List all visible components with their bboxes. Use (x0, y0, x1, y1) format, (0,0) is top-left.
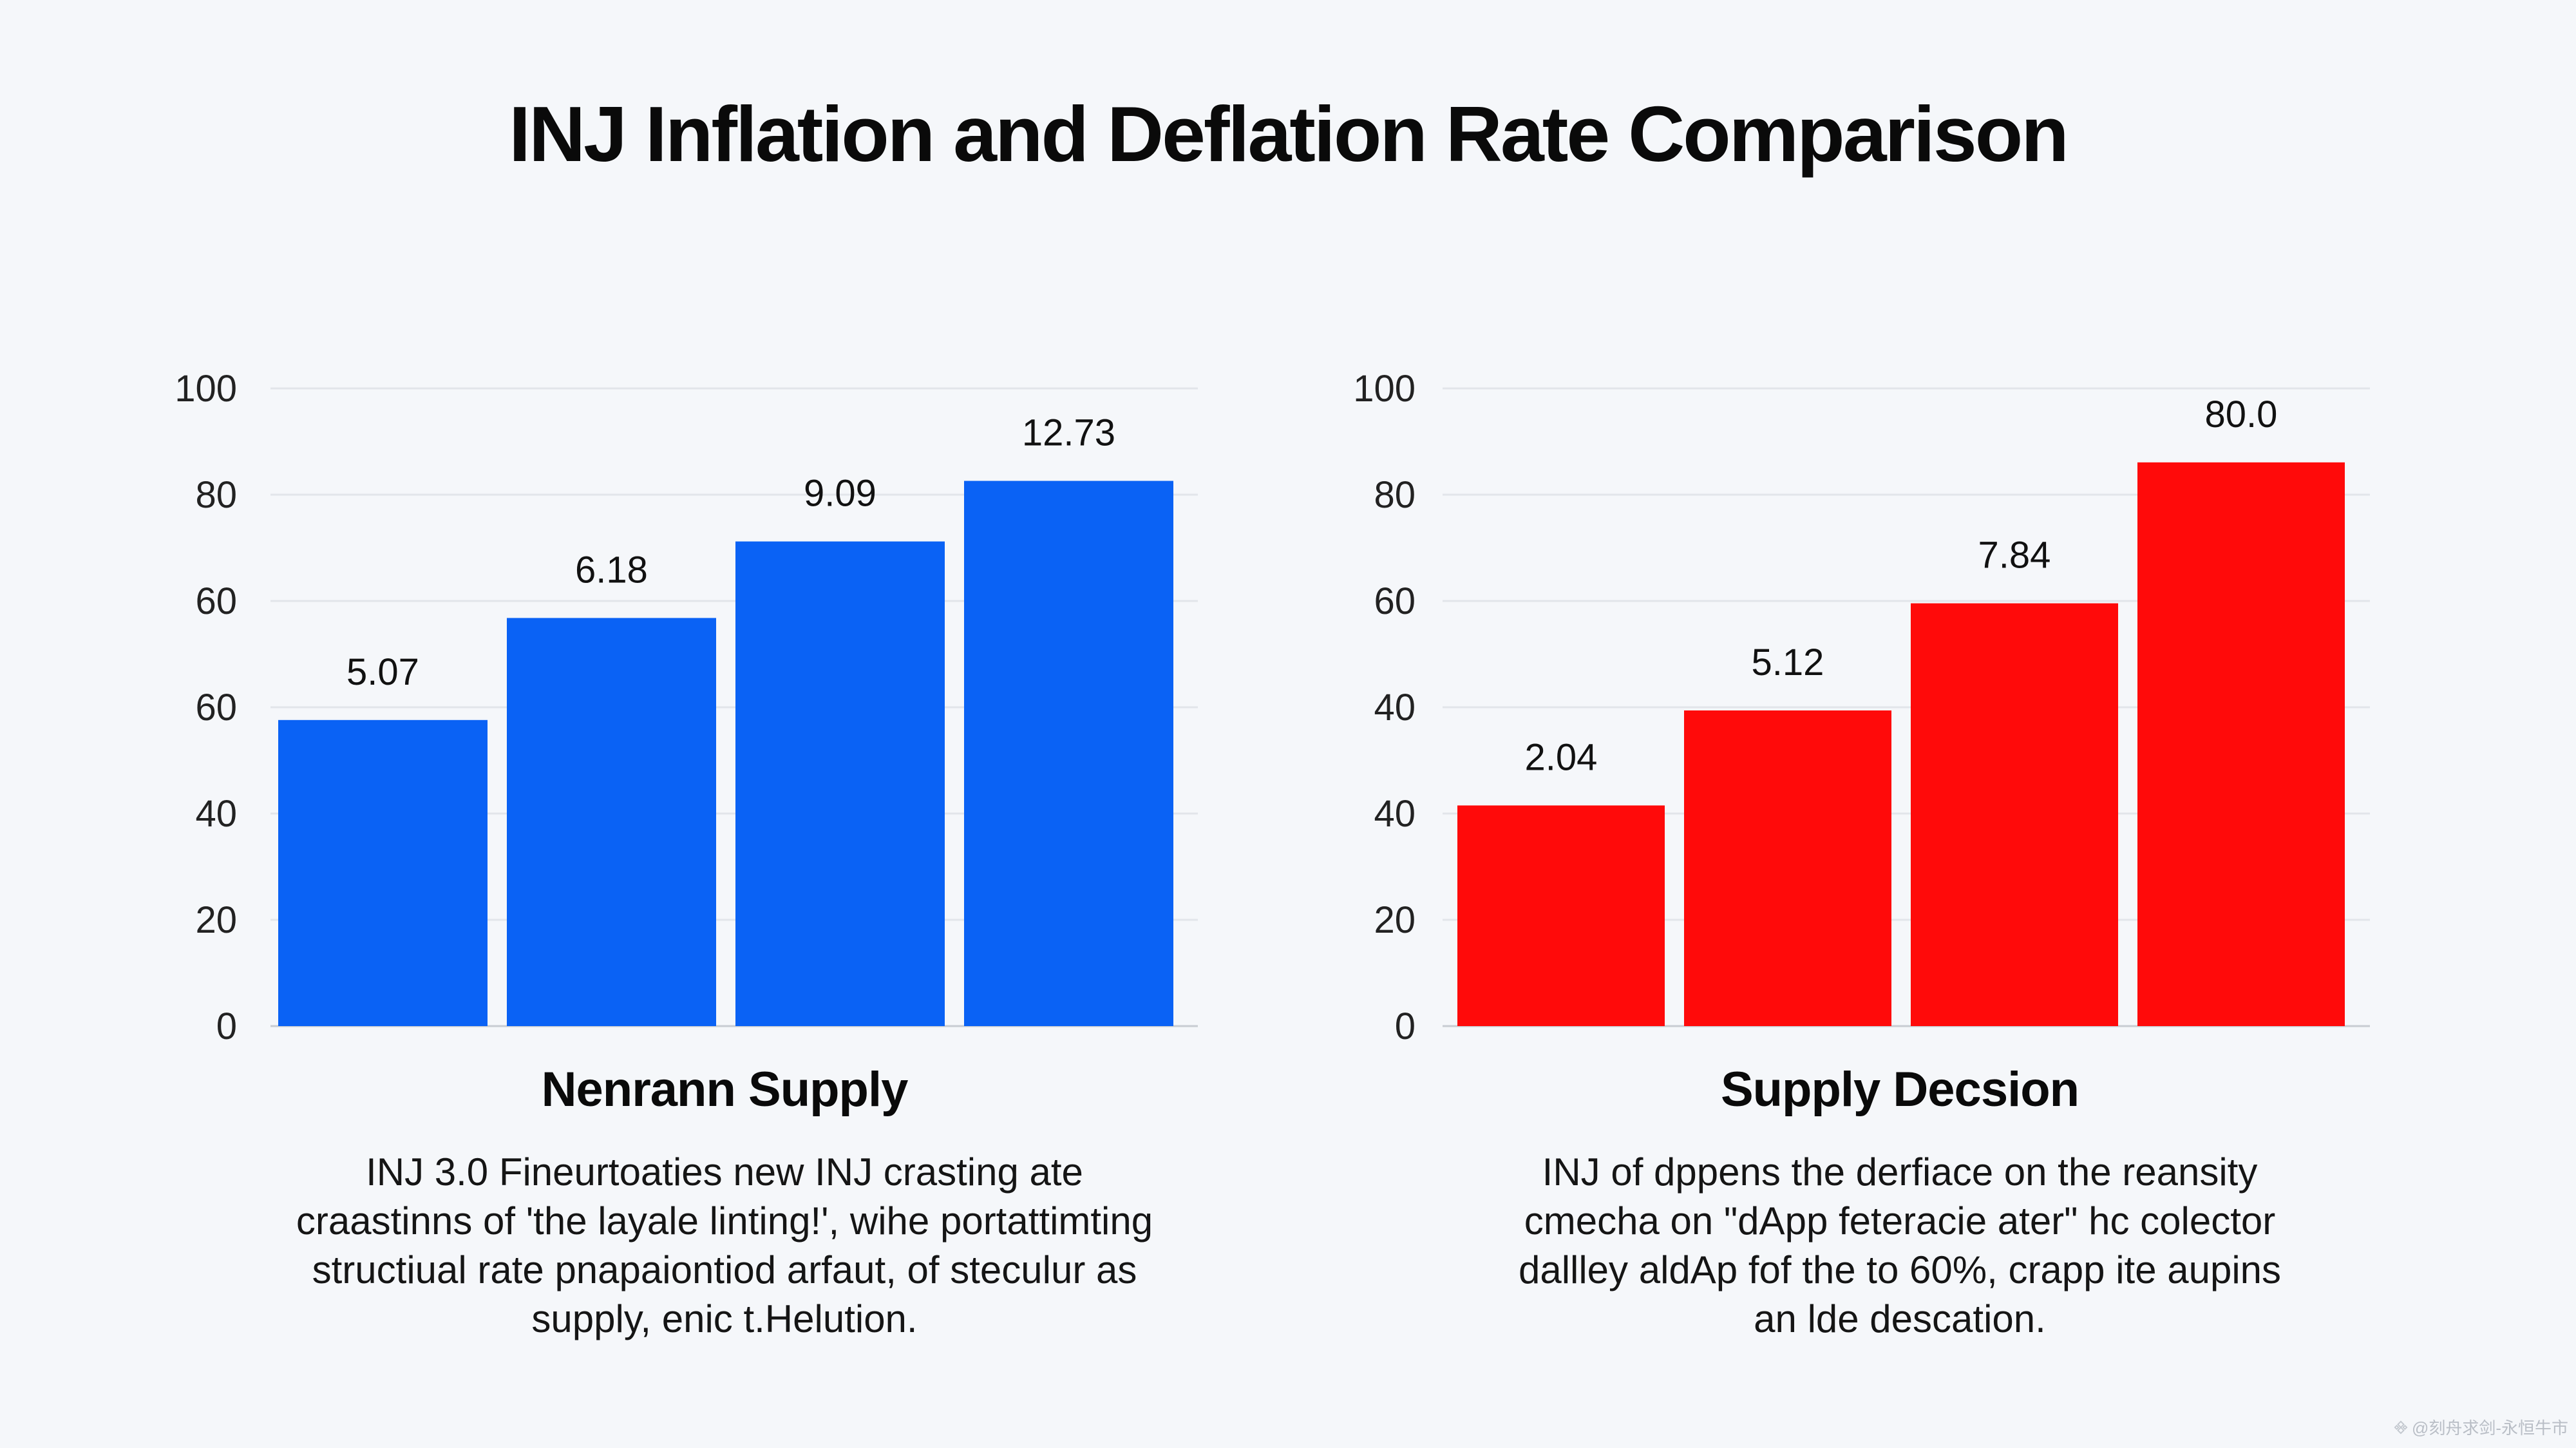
caption-line: dallley aldAp fof the to 60%, crapp ite … (1518, 1248, 2282, 1291)
deflation-bar (1457, 805, 1665, 1026)
deflation-bar (1911, 603, 2118, 1026)
inflation-bar (735, 541, 945, 1026)
bar-value-label: 9.09 (804, 473, 876, 515)
caption-line: INJ 3.0 Fineurtoaties new INJ crasting a… (366, 1150, 1083, 1194)
y-tick-label: 0 (1395, 1005, 1416, 1047)
caption-line: cmecha on "dApp feteracie ater" hc colec… (1524, 1199, 2276, 1243)
y-tick-label: 40 (1374, 793, 1416, 835)
y-tick-label: 60 (195, 580, 237, 622)
left-panel-caption-title: Nenrann Supply (541, 1062, 909, 1117)
y-tick-label: 20 (1374, 899, 1416, 941)
chart-title: INJ Inflation and Deflation Rate Compari… (509, 90, 2069, 178)
bar-value-label: 5.07 (346, 651, 419, 693)
bar-value-label: 2.04 (1525, 736, 1598, 778)
bar-value-label: 6.18 (575, 549, 648, 591)
left-panel-caption-body: INJ 3.0 Fineurtoaties new INJ crasting a… (177, 1148, 1272, 1344)
inflation-bar (964, 481, 1173, 1026)
y-tick-label: 60 (1374, 580, 1416, 622)
bar-value-label: 7.84 (1978, 535, 2051, 576)
inflation-bar (278, 719, 488, 1026)
deflation-bar (2137, 462, 2345, 1026)
bar-value-label: 12.73 (1022, 412, 1115, 454)
deflation-bar (1684, 710, 1891, 1026)
bar-value-label: 5.12 (1752, 642, 1824, 683)
caption-line: an lde descation. (1754, 1297, 2046, 1340)
y-tick-label: 80 (1374, 474, 1416, 516)
y-tick-label: 40 (195, 793, 237, 835)
caption-line: supply, enic t.Helution. (531, 1297, 918, 1340)
y-tick-label: 20 (195, 899, 237, 941)
inflation-bar (507, 618, 716, 1026)
right-panel-caption-body: INJ of dppens the derfiace on the reansi… (1352, 1148, 2447, 1344)
right-panel-caption-title: Supply Decsion (1720, 1062, 2079, 1117)
watermark-text: @刻舟求剑-永恒牛市 (2411, 1418, 2568, 1438)
bar-value-label: 80.0 (2205, 394, 2278, 435)
y-tick-label: 0 (216, 1005, 237, 1047)
binance-logo-icon (2394, 1420, 2408, 1434)
y-tick-label: 60 (195, 687, 237, 729)
y-tick-label: 40 (1374, 687, 1416, 729)
y-tick-label: 80 (195, 474, 237, 516)
y-tick-label: 100 (1353, 368, 1416, 410)
caption-line: craastinns of 'the layale linting!', wih… (296, 1199, 1153, 1243)
watermark: @刻舟求剑-永恒牛市 (2394, 1415, 2568, 1439)
caption-line: INJ of dppens the derfiace on the reansi… (1542, 1150, 2258, 1194)
y-tick-label: 100 (175, 368, 237, 410)
caption-line: structiual rate pnapaiontiod arfaut, of … (312, 1248, 1137, 1291)
